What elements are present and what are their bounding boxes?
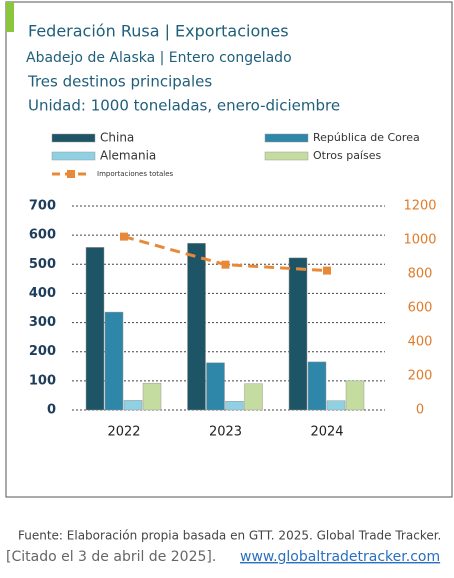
source-link[interactable]: www.globaltradetracker.com xyxy=(240,549,440,565)
bar xyxy=(345,380,365,411)
y2-tick-label: 400 xyxy=(408,335,433,350)
x-tick-label: 2023 xyxy=(209,425,242,440)
x-tick-label: 2024 xyxy=(310,425,343,440)
y-tick-label: 500 xyxy=(29,257,56,272)
bar xyxy=(225,401,244,411)
legend-label: Otros países xyxy=(313,149,381,162)
bar xyxy=(85,247,105,411)
legend-swatch xyxy=(51,133,96,143)
y2-tick-label: 1000 xyxy=(403,233,436,248)
bar xyxy=(187,243,206,411)
chart-title: Federación Rusa | Exportaciones xyxy=(28,22,289,41)
bar xyxy=(142,382,162,411)
source-note: Fuente: Elaboración propia basada en GTT… xyxy=(18,529,441,543)
y2-tick-label: 800 xyxy=(408,267,433,282)
bar xyxy=(206,362,225,411)
citation: [Citado el 3 de abril de 2025]. xyxy=(6,549,216,565)
y2-tick-label: 1200 xyxy=(403,199,436,214)
bar xyxy=(288,257,308,411)
legend-label: República de Corea xyxy=(313,131,420,144)
legend-label: Importaciones totales xyxy=(97,170,174,178)
y-tick-label: 400 xyxy=(29,286,56,301)
bar xyxy=(307,361,327,411)
y2-tick-label: 0 xyxy=(416,403,424,418)
legend-swatch xyxy=(51,151,96,161)
x-tick-label: 2022 xyxy=(107,425,140,440)
y-tick-label: 200 xyxy=(29,344,56,359)
chart-subtitle: Tres destinos principales xyxy=(27,73,212,91)
legend-label: Alemania xyxy=(100,149,156,163)
y-tick-label: 700 xyxy=(29,199,56,214)
legend-swatch xyxy=(67,170,75,178)
bar xyxy=(244,383,263,411)
y-tick-label: 600 xyxy=(29,228,56,243)
accent-bar xyxy=(6,2,14,32)
legend-swatch xyxy=(264,151,309,161)
y-tick-label: 300 xyxy=(29,315,56,330)
bar xyxy=(104,311,124,411)
legend-swatch xyxy=(264,133,309,143)
bar xyxy=(123,400,143,411)
line-marker xyxy=(120,232,128,241)
y-tick-label: 0 xyxy=(47,403,56,418)
chart-subtitle: Abadejo de Alaska | Entero congelado xyxy=(26,50,292,66)
y2-tick-label: 600 xyxy=(408,301,433,316)
y2-tick-label: 200 xyxy=(408,369,433,384)
line-marker xyxy=(323,266,331,275)
line-marker xyxy=(221,260,230,269)
legend-label: China xyxy=(100,131,134,145)
chart-frame xyxy=(5,1,453,498)
y-tick-label: 100 xyxy=(29,373,56,388)
chart-subtitle: Unidad: 1000 toneladas, enero-diciembre xyxy=(28,97,340,115)
bar xyxy=(326,400,346,411)
